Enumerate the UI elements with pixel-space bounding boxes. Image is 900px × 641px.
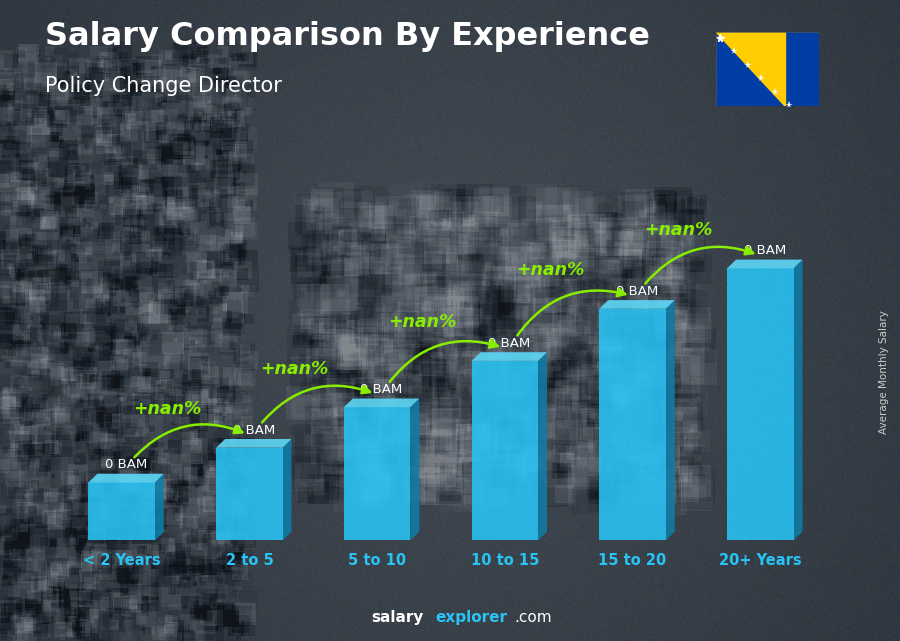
Polygon shape	[727, 269, 794, 540]
Polygon shape	[472, 352, 547, 361]
Text: < 2 Years: < 2 Years	[83, 553, 160, 568]
Text: 10 to 15: 10 to 15	[471, 553, 539, 568]
Polygon shape	[538, 352, 547, 540]
Polygon shape	[283, 439, 292, 540]
Text: 0 BAM: 0 BAM	[233, 424, 275, 437]
Text: 0 BAM: 0 BAM	[616, 285, 658, 298]
Polygon shape	[599, 309, 666, 540]
Text: +nan%: +nan%	[260, 360, 328, 378]
Text: +nan%: +nan%	[516, 262, 584, 279]
Text: Average Monthly Salary: Average Monthly Salary	[878, 310, 889, 434]
Text: +nan%: +nan%	[644, 221, 712, 238]
Text: 20+ Years: 20+ Years	[719, 553, 802, 568]
Text: 15 to 20: 15 to 20	[598, 553, 667, 568]
Text: 0 BAM: 0 BAM	[743, 244, 786, 257]
Text: 5 to 10: 5 to 10	[348, 553, 406, 568]
Text: +nan%: +nan%	[388, 313, 456, 331]
Polygon shape	[716, 32, 786, 106]
Text: 0 BAM: 0 BAM	[361, 383, 402, 396]
Polygon shape	[727, 260, 803, 269]
Text: .com: .com	[515, 610, 553, 625]
Polygon shape	[344, 399, 419, 407]
Polygon shape	[88, 474, 164, 483]
Polygon shape	[216, 447, 283, 540]
Polygon shape	[216, 439, 292, 447]
Text: +nan%: +nan%	[133, 400, 202, 418]
Polygon shape	[88, 483, 155, 540]
Polygon shape	[666, 300, 675, 540]
Polygon shape	[155, 474, 164, 540]
Polygon shape	[344, 407, 410, 540]
Text: 0 BAM: 0 BAM	[105, 458, 148, 471]
Text: Salary Comparison By Experience: Salary Comparison By Experience	[45, 21, 650, 51]
Text: 0 BAM: 0 BAM	[488, 337, 530, 350]
Polygon shape	[472, 361, 538, 540]
Text: 2 to 5: 2 to 5	[226, 553, 274, 568]
Text: Policy Change Director: Policy Change Director	[45, 76, 282, 96]
Polygon shape	[410, 399, 419, 540]
Text: explorer: explorer	[436, 610, 508, 625]
Polygon shape	[794, 260, 803, 540]
Polygon shape	[599, 300, 675, 309]
Text: salary: salary	[372, 610, 424, 625]
